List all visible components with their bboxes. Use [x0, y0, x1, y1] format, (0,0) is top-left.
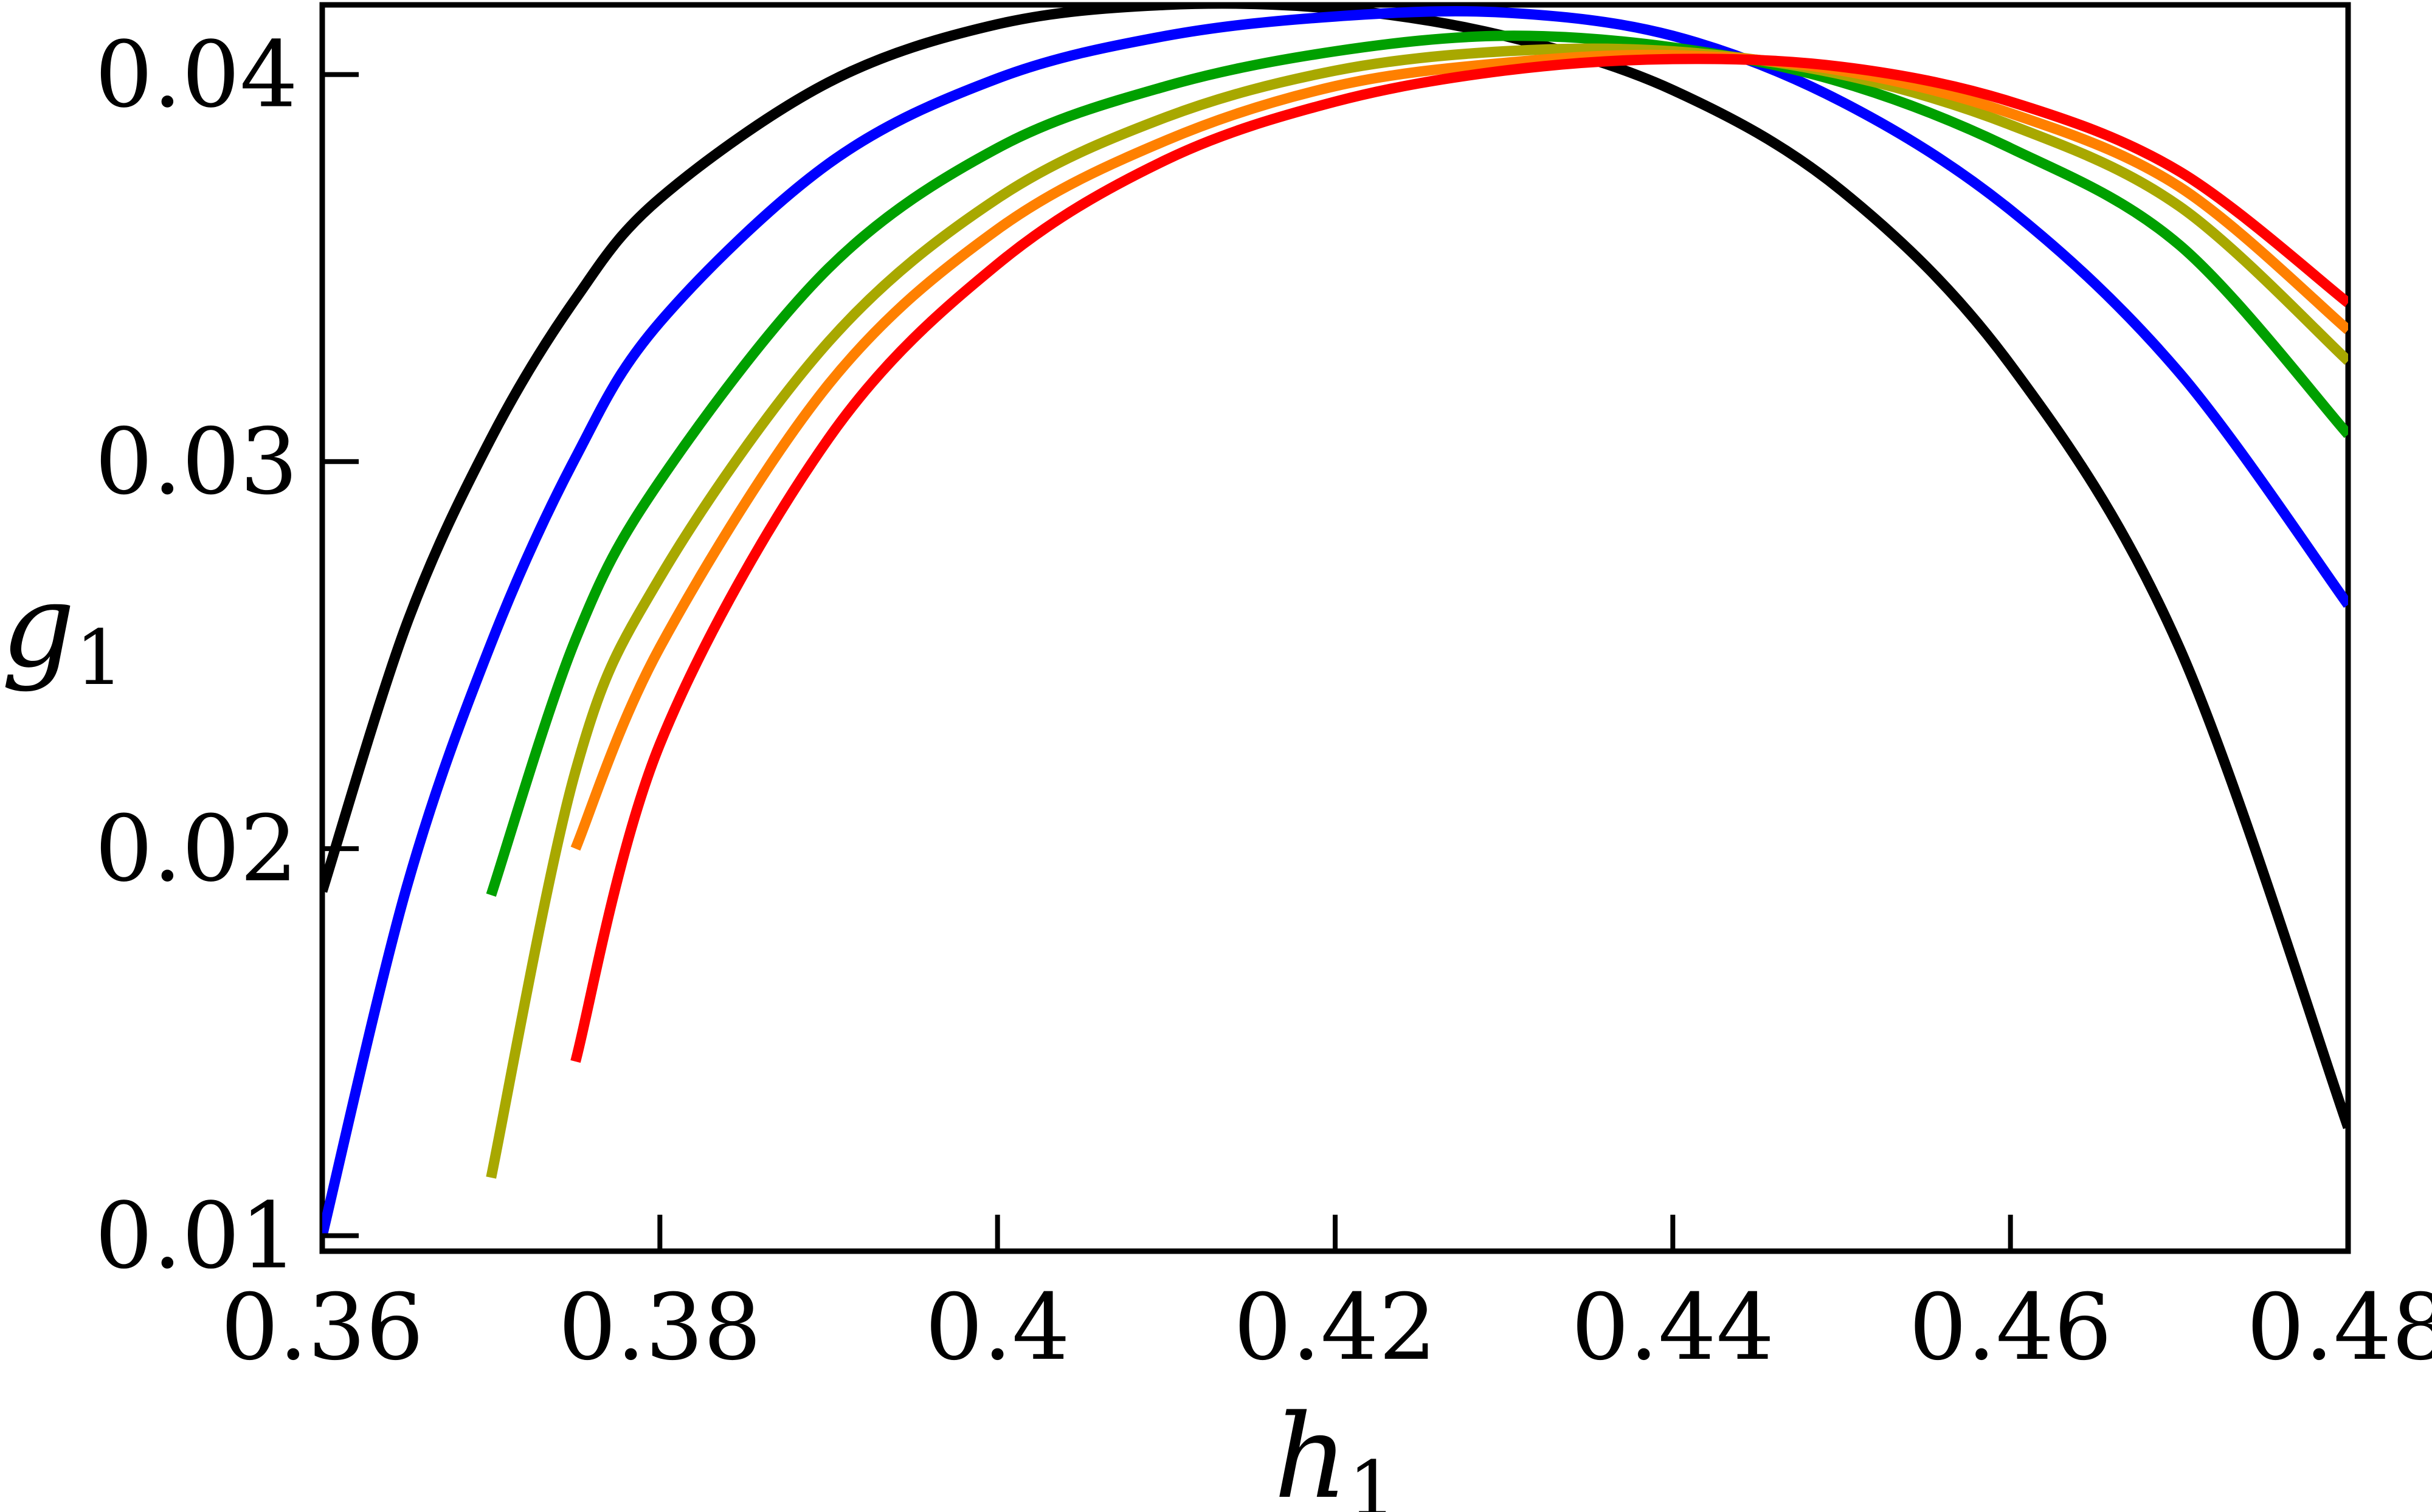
series-5 — [570, 54, 2348, 1063]
y-axis-label: g1 — [1, 559, 123, 702]
series-line — [322, 5, 2348, 1130]
ticks-layer: 0.36 0.38 0.4 0.42 0.44 0.46 0.48 0.01 0.02 0.03 0… — [95, 22, 2432, 1381]
y-tick-label: 0.03 — [95, 409, 298, 515]
x-tick-label: 0.48 — [2247, 1275, 2432, 1381]
x-tick-label: 0.42 — [1234, 1275, 1437, 1381]
series-line — [486, 43, 2348, 1179]
x-tick-label: 0.36 — [221, 1275, 424, 1381]
y-tick-label: 0.02 — [95, 796, 298, 902]
x-tick-label: 0.46 — [1909, 1275, 2112, 1381]
series-line — [486, 30, 2348, 897]
series-0 — [322, 5, 2348, 1130]
x-tick-label: 0.4 — [925, 1275, 1070, 1381]
series-line — [570, 49, 2348, 851]
series-1 — [322, 6, 2348, 1237]
series-4 — [570, 49, 2348, 851]
x-axis-label-var: h — [1274, 1390, 1348, 1512]
x-tick-label: 0.38 — [558, 1275, 761, 1381]
y-tick-label: 0.01 — [95, 1184, 298, 1289]
series-layer — [322, 5, 2348, 1237]
y-axis-label-subscript: 1 — [75, 614, 124, 702]
series-3 — [486, 43, 2348, 1179]
y-axis-label-var: g — [1, 559, 75, 693]
y-tick-label: 0.04 — [95, 22, 298, 128]
series-line — [322, 6, 2348, 1237]
x-axis-label: h1 — [1274, 1390, 1397, 1512]
x-axis-label-subscript: 1 — [1348, 1445, 1397, 1512]
series-2 — [486, 30, 2348, 897]
series-line — [570, 54, 2348, 1063]
x-tick-label: 0.44 — [1571, 1275, 1774, 1381]
